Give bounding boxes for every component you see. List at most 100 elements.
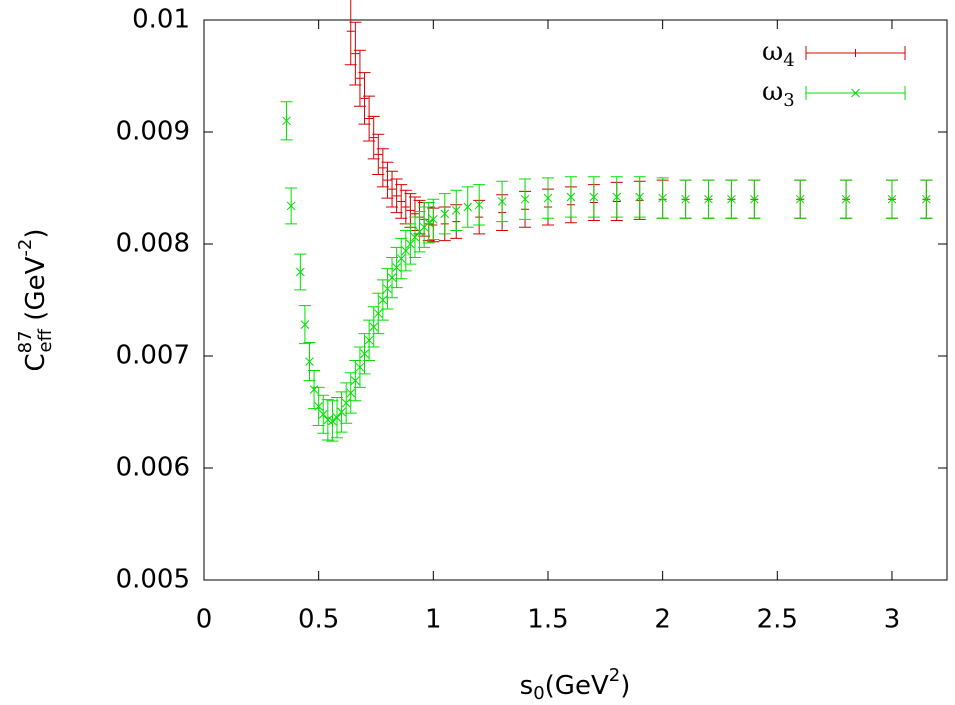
error-bar [363, 319, 376, 361]
y-tick-label: 0.008 [116, 229, 190, 259]
error-bar [280, 101, 293, 141]
error-bar [461, 186, 474, 228]
error-bar [920, 179, 933, 219]
y-label-base: C [21, 353, 51, 371]
legend-name: ω [762, 37, 783, 67]
error-bar [656, 177, 669, 219]
error-bar [702, 179, 715, 219]
y-tick-label: 0.01 [132, 5, 190, 35]
error-bar [358, 72, 371, 125]
error-bar [308, 370, 321, 410]
error-bar [395, 184, 408, 219]
error-bar [335, 391, 348, 433]
error-bar [408, 216, 421, 258]
error-bar [413, 211, 426, 253]
legend-swatch [805, 86, 906, 100]
error-bar [399, 230, 412, 272]
error-bar [395, 237, 408, 280]
error-bar [386, 170, 399, 208]
error-bar [564, 176, 577, 218]
y-label-sub: eff [35, 328, 56, 352]
error-bar [422, 202, 435, 244]
error-bar [367, 306, 380, 348]
error-bar [381, 161, 394, 199]
error-bar [794, 179, 807, 219]
error-bar [390, 246, 403, 289]
error-bar [450, 189, 463, 232]
x-tick-label: 3 [884, 605, 901, 635]
error-bar [496, 180, 509, 223]
y-axis-label: C87eff (GeV-2) [15, 229, 56, 372]
x-label-close: ) [620, 671, 630, 701]
x-tick-label: 0.5 [298, 605, 339, 635]
error-bar [587, 176, 600, 218]
legend-name: ω [762, 77, 783, 107]
error-bar [376, 148, 389, 188]
legend-label: ω4 [762, 37, 795, 71]
error-bar [390, 178, 403, 214]
legend-sub: 3 [783, 90, 794, 111]
x-tick-label: 2.5 [757, 605, 798, 635]
error-bar [885, 179, 898, 219]
error-bar [610, 176, 623, 218]
y-label-unit-sup: -2 [15, 239, 36, 257]
error-bar [344, 0, 357, 66]
error-bar [353, 346, 366, 388]
x-label-sub: 0 [533, 683, 544, 704]
error-bar [725, 179, 738, 219]
x-tick-label: 1.5 [527, 605, 568, 635]
error-bar [367, 115, 380, 160]
error-bar [303, 342, 316, 382]
error-bar [312, 386, 325, 426]
error-bar [541, 177, 554, 219]
x-label-base: s [520, 671, 534, 701]
legend-swatch [805, 46, 906, 60]
error-bar [438, 193, 451, 235]
error-bar [326, 400, 339, 442]
error-bar [344, 372, 357, 414]
error-bar [418, 206, 431, 248]
error-bar [321, 399, 334, 441]
x-label-unit-sup: 2 [609, 665, 620, 686]
x-axis-label: s0(GeV2) [520, 665, 631, 704]
error-bar [381, 268, 394, 310]
y-tick-label: 0.007 [116, 341, 190, 371]
error-bar [317, 394, 330, 434]
error-bar [376, 279, 389, 321]
y-label-unit: (GeV [21, 256, 51, 329]
x-tick-label: 0 [196, 605, 213, 635]
error-bar [349, 21, 362, 86]
error-bar [331, 396, 344, 439]
error-bar [404, 223, 417, 265]
error-bar [298, 305, 311, 345]
error-bar [840, 179, 853, 219]
error-bar [748, 179, 761, 219]
plot-frame [203, 19, 948, 581]
error-bar [679, 179, 692, 219]
x-tick-label: 1 [425, 605, 442, 635]
legend-sub: 4 [783, 50, 794, 71]
error-bar [353, 49, 366, 107]
x-tick-label: 2 [654, 605, 671, 635]
y-tick-label: 0.005 [116, 565, 190, 595]
legend-label: ω3 [762, 77, 795, 111]
error-bar [427, 198, 440, 241]
y-tick-label: 0.009 [116, 117, 190, 147]
error-bar [372, 133, 385, 176]
error-bar [386, 256, 399, 299]
error-bar [349, 359, 362, 402]
error-bar [285, 187, 298, 225]
error-bar [363, 95, 376, 142]
y-label-sup: 87 [15, 330, 36, 353]
x-label-unit: (GeV [545, 671, 609, 701]
y-label-close: ) [21, 229, 51, 239]
error-bar [372, 292, 385, 335]
error-bar [473, 184, 486, 226]
error-bar [633, 176, 646, 218]
y-tick-label: 0.006 [116, 453, 190, 483]
error-bar [519, 178, 532, 220]
error-bar [294, 253, 307, 291]
error-bar [340, 382, 353, 424]
error-bar [358, 333, 371, 375]
